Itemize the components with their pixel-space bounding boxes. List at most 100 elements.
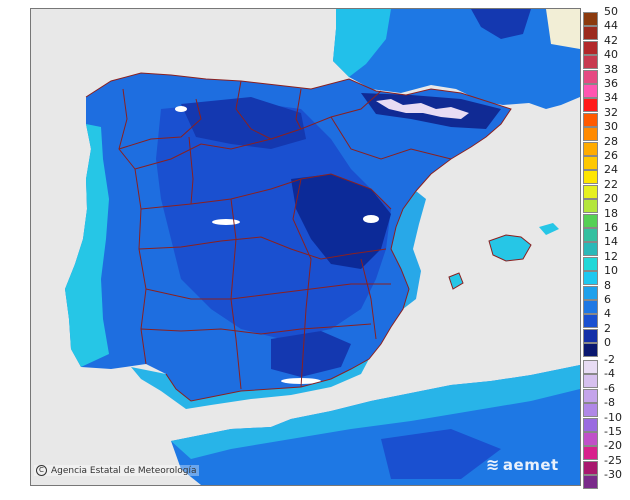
legend-label: -2 [604,353,615,366]
legend-row: -25 [583,454,627,476]
legend-swatch [583,213,598,228]
menorca [539,223,559,235]
legend-label: -20 [604,439,622,453]
legend-swatch [583,285,598,300]
legend-swatch [583,98,598,113]
legend-label: 8 [604,278,611,292]
legend-row: 22 [583,178,627,200]
legend-row: 32 [583,106,627,128]
legend-row: 16 [583,222,627,243]
cold-spot-1 [212,219,240,225]
legend-row: -2 [583,354,627,375]
legend-row: 4 [583,308,627,329]
legend-swatch [583,314,598,329]
credit-text: Agencia Estatal de Meteorología [51,465,197,476]
temperature-map [30,8,581,486]
legend-label: 36 [604,77,618,90]
ibiza [449,273,463,289]
legend-row: 34 [583,92,627,113]
legend-swatch [583,242,598,257]
copyright-icon: C [36,465,47,476]
legend-swatch [583,417,598,432]
legend-row: 8 [583,279,627,301]
legend-swatch [583,446,598,461]
legend-row: 20 [583,193,627,214]
legend-row: 6 [583,294,627,315]
legend-row: 10 [583,265,627,286]
legend-row: -6 [583,382,627,404]
northern-plateau-dark [181,97,306,149]
legend-swatch [583,84,598,98]
legend-swatch [583,228,598,242]
legend-label: 4 [604,307,611,321]
legend-label: 40 [604,48,618,62]
legend-row: 24 [583,164,627,185]
legend-row: 42 [583,34,627,56]
legend-swatch [583,12,598,26]
legend-swatch [583,40,598,55]
legend-swatch [583,432,598,446]
legend-label: -30 [604,468,622,482]
pyrenees-cold-spots [376,99,469,119]
legend-label: 38 [604,62,618,76]
legend-swatch [583,300,598,314]
legend-label: 2 [604,321,611,335]
legend-swatch [583,343,598,358]
iberian-system-dark [291,174,391,269]
legend-row: 44 [583,20,627,41]
legend-swatch [583,69,598,84]
legend-swatch [583,460,598,475]
temperature-legend: 50 44 42 40 38 36 34 32 30 28 26 24 22 20 18 16 14 12 10 8 6… [583,6,627,490]
legend-label: 32 [604,105,618,119]
legend-label: -10 [604,410,622,424]
cold-spot-4 [175,106,187,112]
legend-swatch [583,403,598,418]
south-coast-band [131,359,369,409]
africa-dark-patch [381,429,501,479]
legend-row: 12 [583,250,627,272]
legend-label: -6 [604,381,615,395]
aemet-logo: ≋ aemet [486,455,559,474]
legend-row: 28 [583,135,627,157]
legend-swatch [583,388,598,403]
legend-row: 2 [583,322,627,344]
legend-swatch [583,374,598,389]
legend-row: 38 [583,63,627,85]
legend-label: 16 [604,221,618,234]
legend-label: -15 [604,425,622,438]
legend-swatch [583,170,598,185]
legend-label: 50 [604,5,618,18]
africa-coast-cyan [171,365,580,459]
legend-swatch [583,199,598,214]
legend-row: -30 [583,469,627,490]
aemet-logo-text: aemet [502,455,559,474]
legend-row: 50 [583,6,627,27]
betic-dark [271,331,351,377]
legend-row: -15 [583,426,627,447]
credit-label: C Agencia Estatal de Meteorología [34,465,199,476]
legend-label: 14 [604,235,618,249]
legend-label: 6 [604,293,611,306]
legend-swatch [583,55,598,70]
legend-label: 28 [604,134,618,148]
legend-label: 34 [604,91,618,105]
legend-swatch [583,112,598,127]
legend-label: 10 [604,264,618,278]
legend-row: -20 [583,440,627,461]
legend-row: -10 [583,411,627,433]
legend-label: 44 [604,19,618,33]
france-dark-patch [471,9,531,39]
legend-row: 0 [583,337,627,358]
legend-label: 30 [604,120,618,134]
east-coast-band [391,191,426,309]
legend-swatch [583,328,598,343]
france-coast-cyan [333,9,391,77]
legend-swatch [583,360,598,374]
legend-label: 18 [604,206,618,220]
legend-swatch [583,184,598,199]
legend-label: -4 [604,367,615,381]
cold-spot-2 [363,215,379,223]
central-dark-area [156,101,391,339]
legend-label: -25 [604,453,622,467]
west-coast-band [65,124,109,367]
